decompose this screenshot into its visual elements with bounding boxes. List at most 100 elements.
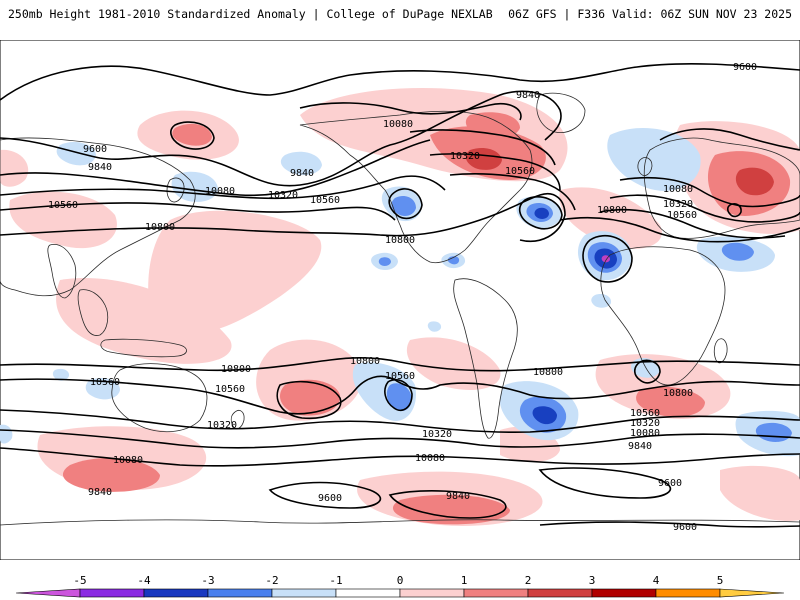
neg3-anomaly-s-sam <box>532 406 557 425</box>
neg-anomaly-trop-small <box>427 321 442 332</box>
neg-anomaly-n-eur <box>607 127 701 191</box>
neg-anomaly-gulf-alaska <box>280 151 322 176</box>
colorbar-tick: 2 <box>525 574 532 587</box>
colorbar-tick: -5 <box>73 574 86 587</box>
neg-anomaly-sw-pac-small <box>52 368 70 381</box>
contour-label: 9600 <box>733 62 757 73</box>
colorbar-segment <box>527 588 593 598</box>
contour-label: 9600 <box>318 493 342 504</box>
contour-label: 10320 <box>268 190 298 201</box>
colorbar-segment <box>207 588 273 598</box>
map-title: 250mb Height 1981-2010 Standardized Anom… <box>8 7 493 21</box>
contour-label: 10800 <box>385 235 415 246</box>
colorbar-tick: 1 <box>461 574 468 587</box>
pos3-anomaly-europe <box>735 167 774 196</box>
contour-label: 10560 <box>667 210 697 221</box>
contour-label: 10800 <box>663 388 693 399</box>
contour-label: 10560 <box>48 200 78 211</box>
contour-low-satl <box>633 359 661 384</box>
colorbar-segment <box>143 588 209 598</box>
coast-asia <box>0 137 196 297</box>
colorbar-segment <box>719 588 785 598</box>
contour-label: 9840 <box>88 162 112 173</box>
contour-label: 10080 <box>383 119 413 130</box>
contour-label: 10800 <box>221 364 251 375</box>
contour-labels: 9600 9840 10080 10320 10560 10560 10800 … <box>48 62 757 533</box>
contour-9840-south <box>0 447 800 467</box>
colorbar-segment <box>463 588 529 598</box>
contour-10560-europe <box>599 208 786 239</box>
pos-anomaly-atlantic <box>559 187 662 249</box>
coast-south-america <box>453 278 518 439</box>
neg-anomaly-nw-pac <box>56 141 96 166</box>
contour-10080-south <box>0 429 800 449</box>
contour-9840-npac <box>0 90 562 187</box>
contour-10320-south <box>0 409 800 433</box>
colorbar-segment <box>399 588 465 598</box>
color-scale-legend: -5 -4 -3 -2 -1 0 1 2 3 4 5 <box>15 574 785 598</box>
contour-label: 10080 <box>415 453 445 464</box>
contour-label: 10560 <box>310 195 340 206</box>
coastlines <box>0 92 800 526</box>
contour-label: 10560 <box>630 408 660 419</box>
contour-label: 9840 <box>516 90 540 101</box>
contour-10320-npac <box>0 175 446 200</box>
contour-10560-npac <box>0 202 396 221</box>
contour-10080-europe <box>619 176 800 208</box>
contour-label: 10080 <box>663 184 693 195</box>
contour-label: 10320 <box>663 199 693 210</box>
colorbar-tick: 4 <box>653 574 660 587</box>
colorbar-tick: -1 <box>329 574 342 587</box>
contour-label: 10320 <box>207 420 237 431</box>
coast-africa <box>600 246 726 386</box>
contour-9600-satl <box>538 467 672 499</box>
height-contours <box>0 63 800 528</box>
contour-label: 9600 <box>673 522 697 533</box>
neg2-anomaly-sw-usa <box>391 196 416 216</box>
contour-label: 10560 <box>385 371 415 382</box>
contour-label: 9600 <box>658 478 682 489</box>
contour-low-spac2 <box>384 378 413 412</box>
colorbar-tick: 0 <box>397 574 404 587</box>
contour-low-sw-usa <box>388 188 423 220</box>
pos-anomaly-far-south <box>720 465 800 521</box>
coast-greenland <box>536 92 586 133</box>
colorbar-segment <box>655 588 721 598</box>
neg-anomaly-tasman <box>85 378 120 400</box>
colorbar-segment <box>15 588 81 598</box>
contour-10080-canada <box>409 129 556 166</box>
contour-10080-npac <box>0 139 431 197</box>
contour-label: 10320 <box>450 151 480 162</box>
contour-label: 10560 <box>215 384 245 395</box>
contour-9840-europe <box>659 128 800 151</box>
pos-anomaly-s-atlantic <box>406 337 501 390</box>
colorbar-segment <box>335 588 401 598</box>
pos2-anomaly-s-indian <box>636 386 705 417</box>
contour-9600-arctic <box>0 63 800 101</box>
neg2-anomaly-mexico <box>378 257 391 266</box>
pos-anomaly-pacific-band <box>148 210 322 334</box>
contour-low-azores <box>582 234 633 283</box>
colorbar-segment <box>271 588 337 598</box>
coast-india <box>47 243 77 299</box>
pos-anomaly-trop-pac <box>56 278 232 364</box>
contour-10320-canada <box>429 153 561 191</box>
colorbar-segment <box>591 588 657 598</box>
contour-low-spac <box>276 380 342 420</box>
contour-10320-europe <box>609 194 800 223</box>
contour-label: 10800 <box>533 367 563 378</box>
contour-label: 10080 <box>630 428 660 439</box>
contour-9840-canada <box>299 102 522 121</box>
coast-north-america <box>299 110 533 264</box>
pos2-anomaly-aleutians <box>172 123 212 146</box>
contour-10560-canada <box>449 173 576 211</box>
colorbar-tick: 3 <box>589 574 596 587</box>
contour-label: 10800 <box>145 222 175 233</box>
contour-label: 10560 <box>505 166 535 177</box>
neg-anomaly-w-africa <box>591 293 612 308</box>
colorbar-segment <box>79 588 145 598</box>
contour-label: 9840 <box>628 441 652 452</box>
contour-low-atlantic <box>518 196 563 230</box>
colorbar-tick: -4 <box>137 574 151 587</box>
contour-9600-south <box>268 481 382 509</box>
